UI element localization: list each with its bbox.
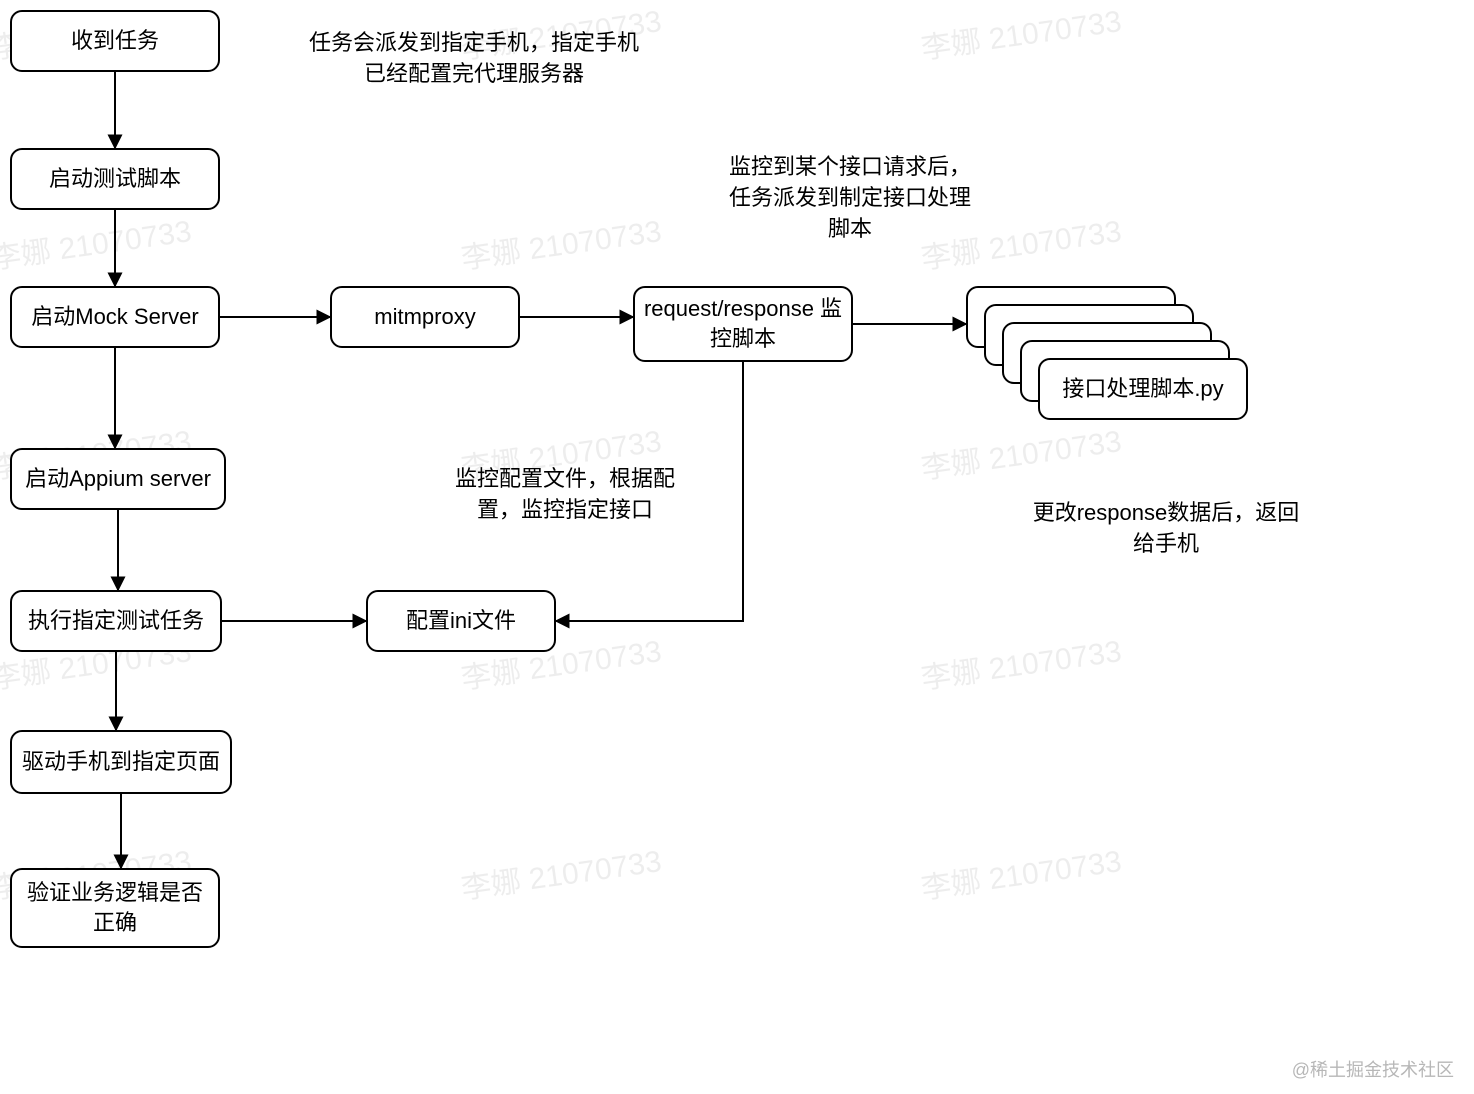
annotation-text: 任务会派发到指定手机，指定手机已经配置完代理服务器 [309,30,639,86]
node-start-test-script: 启动测试脚本 [10,148,220,210]
node-label: request/response 监控脚本 [643,294,843,353]
annotation-dispatch-proxy: 任务会派发到指定手机，指定手机已经配置完代理服务器 [304,28,644,90]
node-label: 执行指定测试任务 [28,606,204,636]
node-verify-logic: 验证业务逻辑是否正确 [10,868,220,948]
node-request-response-monitor: request/response 监控脚本 [633,286,853,362]
annotation-text: 监控配置文件，根据配置，监控指定接口 [455,466,675,522]
annotation-text: 更改response数据后，返回给手机 [1033,500,1300,556]
credit-label: @稀土掘金技术社区 [1292,1056,1454,1082]
node-label: 驱动手机到指定页面 [22,747,220,777]
credit-text: @稀土掘金技术社区 [1292,1060,1454,1080]
annotation-monitor-request: 监控到某个接口请求后，任务派发到制定接口处理脚本 [720,152,980,244]
node-receive-task: 收到任务 [10,10,220,72]
node-label: 接口处理脚本.py [1062,374,1223,404]
node-interface-script: 接口处理脚本.py [1038,358,1248,420]
node-config-ini: 配置ini文件 [366,590,556,652]
node-label: 验证业务逻辑是否正确 [20,878,210,937]
node-label: 启动Mock Server [31,302,198,332]
annotation-modify-response: 更改response数据后，返回给手机 [1026,498,1306,560]
node-start-mock-server: 启动Mock Server [10,286,220,348]
node-label: 启动测试脚本 [49,164,181,194]
node-drive-phone-page: 驱动手机到指定页面 [10,730,232,794]
annotation-monitor-config: 监控配置文件，根据配置，监控指定接口 [440,464,690,526]
node-mitmproxy: mitmproxy [330,286,520,348]
annotation-text: 监控到某个接口请求后，任务派发到制定接口处理脚本 [729,154,971,241]
node-execute-test-task: 执行指定测试任务 [10,590,222,652]
node-label: mitmproxy [374,302,475,332]
node-label: 配置ini文件 [406,606,516,636]
node-label: 启动Appium server [25,464,211,494]
node-start-appium-server: 启动Appium server [10,448,226,510]
node-label: 收到任务 [71,26,159,56]
